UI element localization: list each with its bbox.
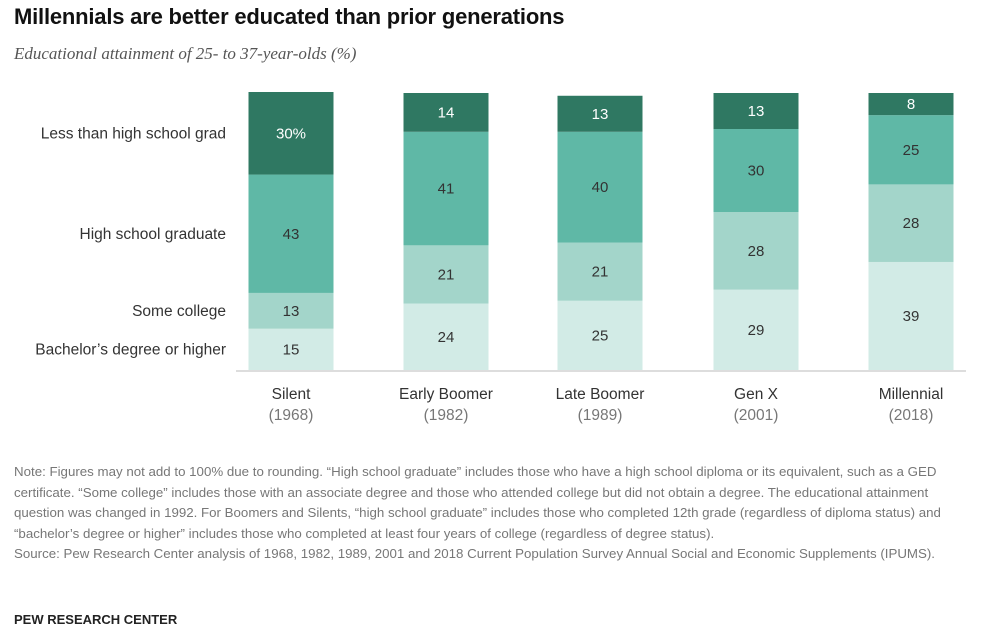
category-year-label: (2018) (889, 407, 934, 424)
legend-label: Bachelor’s degree or higher (35, 341, 226, 358)
bar-segment (868, 93, 954, 116)
data-label: 21 (592, 264, 609, 281)
brand-logo-text: PEW RESEARCH CENTER (14, 612, 178, 627)
bar-segment (403, 93, 489, 132)
category-year-label: (2001) (734, 407, 779, 424)
category-year-label: (1982) (424, 407, 469, 424)
data-label: 43 (283, 226, 300, 243)
data-label: 13 (283, 303, 300, 320)
legend-label: High school graduate (80, 226, 227, 243)
data-label: 24 (438, 329, 455, 346)
category-label: Early Boomer (399, 386, 493, 403)
bar-segment (248, 328, 334, 370)
source-text: Source: Pew Research Center analysis of … (14, 546, 935, 561)
category-label: Late Boomer (556, 386, 645, 403)
bar-segment (248, 174, 334, 293)
bar-segment (868, 184, 954, 262)
chart-title: Millennials are better educated than pri… (14, 4, 565, 29)
data-label: 30 (748, 163, 765, 180)
bar-segment (713, 212, 799, 290)
bar-segment (868, 115, 954, 185)
data-label: 14 (438, 104, 455, 121)
data-label: 28 (903, 215, 920, 232)
data-label: 25 (903, 142, 920, 159)
bar-segment (713, 289, 799, 370)
category-label: Gen X (734, 386, 779, 403)
data-label: 8 (907, 96, 915, 113)
bar-segment (403, 303, 489, 370)
data-label: 13 (592, 106, 609, 123)
data-label: 29 (748, 322, 765, 339)
bar-segment (557, 131, 643, 243)
category-label: Millennial (879, 386, 944, 403)
category-year-label: (1968) (269, 407, 314, 424)
bar-segment (248, 292, 334, 329)
note-text: Note: Figures may not add to 100% due to… (14, 464, 941, 541)
chart-subtitle: Educational attainment of 25- to 37-year… (14, 44, 357, 63)
data-label: 21 (438, 266, 455, 283)
data-label: 25 (592, 327, 609, 344)
data-label: 30% (276, 125, 306, 142)
bar-segment (557, 242, 643, 301)
data-label: 28 (748, 243, 765, 260)
bar-segment (557, 95, 643, 132)
bar-segment (868, 261, 954, 370)
stacked-bar-chart: 15 13 43 30% Silent (1968) 24 21 41 14 Early Boome… (35, 92, 966, 424)
legend-label: Some college (132, 303, 226, 320)
data-label: 39 (903, 308, 920, 325)
category-year-label: (1989) (578, 407, 623, 424)
data-label: 13 (748, 103, 765, 120)
category-label: Silent (272, 386, 311, 403)
data-label: 15 (283, 341, 300, 358)
bar-segment (248, 92, 334, 175)
chart-note: Note: Figures may not add to 100% due to… (14, 462, 974, 565)
legend-label: Less than high school grad (41, 125, 226, 142)
bar-segment (557, 300, 643, 370)
data-label: 41 (438, 181, 455, 198)
bar-segment (403, 131, 489, 246)
bar-segment (713, 93, 799, 130)
bar-segment (403, 245, 489, 304)
bar-segment (713, 129, 799, 213)
data-label: 40 (592, 179, 609, 196)
